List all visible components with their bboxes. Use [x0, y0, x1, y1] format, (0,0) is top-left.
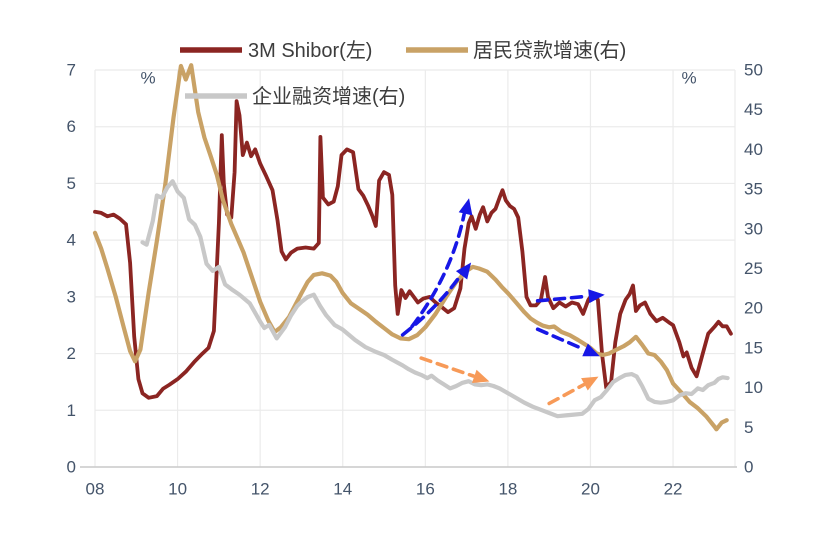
right-axis-tick-label: 5	[744, 418, 753, 437]
blue-arrow-rise-short-head	[455, 262, 472, 280]
right-axis-tick-label: 0	[744, 458, 753, 477]
left-axis-unit-label: %	[140, 69, 155, 88]
blue-arrow-down-shaft	[535, 327, 586, 352]
orange-arrow-up-head	[581, 376, 599, 391]
right-axis-unit-label: %	[681, 69, 696, 88]
left-axis-tick-label: 1	[67, 401, 76, 420]
orange-arrow-up-shaft	[547, 382, 586, 406]
blue-arrow-rise-long-shaft	[410, 212, 466, 329]
right-axis-tick-label: 25	[744, 259, 763, 278]
right-axis-tick-label: 40	[744, 140, 763, 159]
x-axis-tick-label: 10	[168, 480, 187, 499]
blue-arrow-rise-short-shaft	[400, 273, 463, 337]
x-axis-tick-label: 08	[86, 480, 105, 499]
blue-arrow-rise-long-head	[458, 198, 473, 216]
right-axis-tick-label: 50	[744, 61, 763, 80]
left-axis-tick-label: 2	[67, 344, 76, 363]
series-line-shibor	[93, 99, 733, 400]
legend-label-corporate: 企业融资增速(右)	[252, 85, 405, 108]
left-axis-tick-label: 6	[67, 117, 76, 136]
left-axis-tick-label: 3	[67, 287, 76, 306]
orange-arrow-down-head	[471, 369, 490, 383]
x-axis-tick-label: 12	[251, 480, 270, 499]
x-axis-tick-label: 18	[498, 480, 517, 499]
right-axis-tick-label: 30	[744, 219, 763, 238]
left-axis-tick-label: 7	[67, 61, 76, 80]
blue-arrow-flat-shaft	[535, 294, 590, 303]
series-line-corporate	[140, 179, 730, 419]
orange-arrow-down-shaft	[419, 356, 476, 378]
series-line-household	[92, 63, 729, 432]
right-axis-tick-label: 45	[744, 100, 763, 119]
blue-arrow-down-head	[582, 343, 600, 357]
x-axis-tick-label: 22	[664, 480, 683, 499]
right-axis-tick-label: 15	[744, 338, 763, 357]
left-axis-tick-label: 0	[67, 458, 76, 477]
x-axis-tick-label: 16	[416, 480, 435, 499]
legend-label-household: 居民贷款增速(右)	[473, 39, 626, 62]
x-axis-tick-label: 20	[581, 480, 600, 499]
left-axis-tick-label: 5	[67, 174, 76, 193]
right-axis-tick-label: 20	[744, 299, 763, 318]
legend-label-shibor: 3M Shibor(左)	[248, 39, 372, 62]
right-axis-tick-label: 10	[744, 378, 763, 397]
right-axis-tick-label: 35	[744, 180, 763, 199]
x-axis-tick-label: 14	[333, 480, 352, 499]
left-axis-tick-label: 4	[67, 231, 76, 250]
blue-arrow-flat-head	[588, 289, 605, 304]
